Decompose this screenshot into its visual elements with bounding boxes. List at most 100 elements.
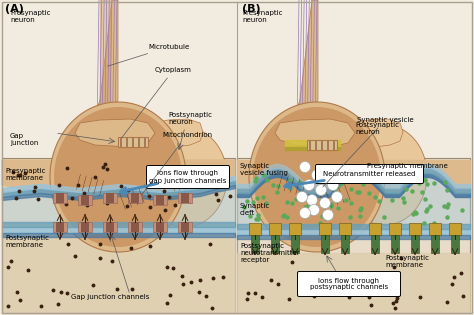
Bar: [429, 223, 441, 235]
Bar: [249, 223, 261, 235]
Polygon shape: [253, 107, 381, 247]
FancyBboxPatch shape: [298, 272, 401, 296]
Bar: [128, 222, 142, 232]
Text: Mitochondrion: Mitochondrion: [142, 132, 212, 195]
Ellipse shape: [273, 173, 311, 197]
Text: Gap
junction: Gap junction: [10, 133, 38, 146]
FancyBboxPatch shape: [316, 164, 423, 184]
Circle shape: [316, 185, 327, 196]
Polygon shape: [249, 102, 385, 252]
Bar: [327, 140, 329, 150]
Circle shape: [300, 208, 310, 219]
Text: Neurotransmitter released: Neurotransmitter released: [323, 171, 415, 177]
Text: Synaptic
vesicle fusing: Synaptic vesicle fusing: [240, 163, 288, 176]
Bar: [131, 193, 139, 203]
Ellipse shape: [78, 180, 101, 190]
Circle shape: [297, 192, 308, 203]
Bar: [271, 235, 279, 253]
Circle shape: [319, 198, 330, 209]
Polygon shape: [343, 125, 427, 225]
Bar: [309, 140, 311, 150]
Text: Gap junction channels: Gap junction channels: [71, 294, 149, 300]
Bar: [56, 222, 64, 232]
Bar: [120, 137, 122, 147]
Ellipse shape: [280, 180, 304, 190]
Bar: [56, 193, 64, 203]
Circle shape: [331, 192, 343, 203]
Bar: [391, 235, 399, 253]
Circle shape: [300, 162, 310, 173]
Bar: [371, 235, 379, 253]
Bar: [138, 137, 140, 147]
Circle shape: [311, 169, 322, 180]
Text: Presynaptic
neuron: Presynaptic neuron: [10, 10, 51, 23]
Ellipse shape: [322, 191, 347, 203]
Bar: [103, 222, 117, 232]
Bar: [81, 222, 89, 232]
Text: Presynaptic membrane: Presynaptic membrane: [367, 163, 448, 169]
Bar: [181, 222, 189, 232]
Bar: [181, 193, 189, 203]
Bar: [319, 223, 331, 235]
Text: Postsynaptic
neurotransmitter
receptor: Postsynaptic neurotransmitter receptor: [240, 243, 300, 263]
Text: Postsynaptic
neuron: Postsynaptic neuron: [168, 112, 212, 125]
Polygon shape: [100, 0, 110, 130]
Polygon shape: [95, 0, 118, 130]
Bar: [106, 222, 114, 232]
Bar: [369, 223, 381, 235]
Bar: [106, 193, 114, 203]
Bar: [144, 137, 146, 147]
Bar: [237, 158, 470, 313]
Circle shape: [309, 204, 319, 215]
Text: (A): (A): [5, 4, 24, 14]
Ellipse shape: [71, 173, 109, 197]
Bar: [178, 193, 192, 203]
Text: Cytoplasm: Cytoplasm: [122, 67, 192, 138]
Text: Microtubule: Microtubule: [108, 44, 189, 66]
Bar: [103, 193, 117, 203]
Polygon shape: [2, 160, 235, 197]
Bar: [118, 137, 148, 147]
Bar: [153, 195, 167, 205]
Text: Postsynaptic
membrane: Postsynaptic membrane: [5, 235, 49, 248]
Bar: [78, 195, 92, 205]
Circle shape: [328, 180, 338, 191]
Polygon shape: [54, 107, 182, 247]
Bar: [389, 223, 401, 235]
Circle shape: [322, 209, 334, 220]
Polygon shape: [50, 102, 186, 252]
Text: Postsynaptic
membrane: Postsynaptic membrane: [385, 255, 429, 268]
Text: Ions flow through
gap junction channels: Ions flow through gap junction channels: [149, 170, 227, 184]
Bar: [307, 140, 337, 150]
Bar: [126, 137, 128, 147]
Bar: [153, 222, 167, 232]
Polygon shape: [148, 119, 203, 147]
Bar: [131, 222, 139, 232]
Polygon shape: [75, 119, 155, 147]
Bar: [411, 235, 419, 253]
Bar: [289, 223, 301, 235]
Bar: [341, 235, 349, 253]
Text: Synaptic vesicle: Synaptic vesicle: [323, 117, 414, 187]
Bar: [333, 140, 335, 150]
Text: Presynaptic
membrane: Presynaptic membrane: [5, 168, 46, 181]
Bar: [431, 235, 439, 253]
Text: Presynaptic
neuron: Presynaptic neuron: [242, 10, 283, 23]
Bar: [321, 140, 323, 150]
Text: Ions flow through
postsynaptic channels: Ions flow through postsynaptic channels: [310, 278, 388, 290]
Bar: [315, 140, 317, 150]
Polygon shape: [275, 119, 355, 147]
Polygon shape: [295, 0, 318, 130]
Bar: [269, 223, 281, 235]
Bar: [251, 235, 259, 253]
Bar: [2, 158, 235, 313]
Bar: [451, 235, 459, 253]
Ellipse shape: [173, 179, 192, 187]
Ellipse shape: [314, 183, 356, 210]
Polygon shape: [143, 127, 227, 227]
Bar: [291, 235, 299, 253]
Bar: [339, 223, 351, 235]
Bar: [78, 222, 92, 232]
Bar: [156, 195, 164, 205]
Bar: [53, 193, 67, 203]
